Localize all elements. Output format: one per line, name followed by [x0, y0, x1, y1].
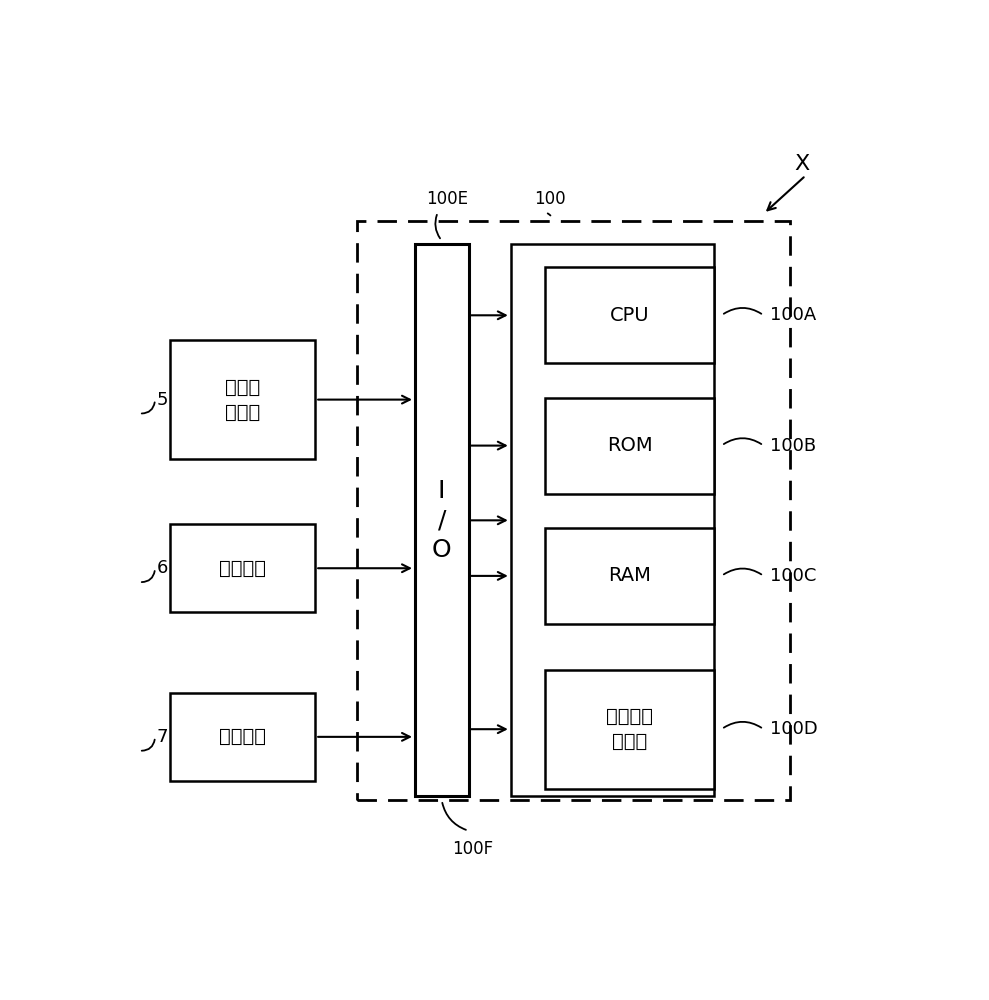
Bar [545, 398, 714, 494]
Text: 100C: 100C [769, 567, 816, 585]
Text: 100D: 100D [769, 720, 818, 738]
Text: CPU: CPU [609, 306, 650, 325]
Text: I
/
O: I / O [432, 479, 452, 562]
Text: 100F: 100F [452, 840, 493, 858]
Bar [357, 221, 790, 800]
Text: 非挥发性
存储器: 非挥发性 存储器 [606, 707, 653, 751]
Text: 5: 5 [156, 391, 168, 409]
Bar [415, 244, 469, 796]
Text: 100: 100 [534, 190, 566, 208]
Bar [170, 340, 315, 459]
Text: 100A: 100A [769, 306, 816, 324]
Bar [170, 524, 315, 612]
Text: 6: 6 [156, 559, 168, 577]
Text: ROM: ROM [606, 436, 653, 455]
Text: X: X [794, 154, 810, 174]
Bar [545, 528, 714, 624]
Bar [510, 244, 714, 796]
Text: 7: 7 [156, 728, 168, 746]
Bar [545, 267, 714, 363]
Text: 100E: 100E [426, 190, 469, 208]
Text: RAM: RAM [608, 566, 651, 585]
Text: 测光单元: 测光单元 [219, 727, 266, 746]
Text: 100B: 100B [769, 437, 816, 455]
Text: 试样制
备单元: 试样制 备单元 [225, 378, 260, 422]
Text: 分析单元: 分析单元 [219, 559, 266, 578]
Bar [545, 670, 714, 789]
Bar [170, 693, 315, 781]
